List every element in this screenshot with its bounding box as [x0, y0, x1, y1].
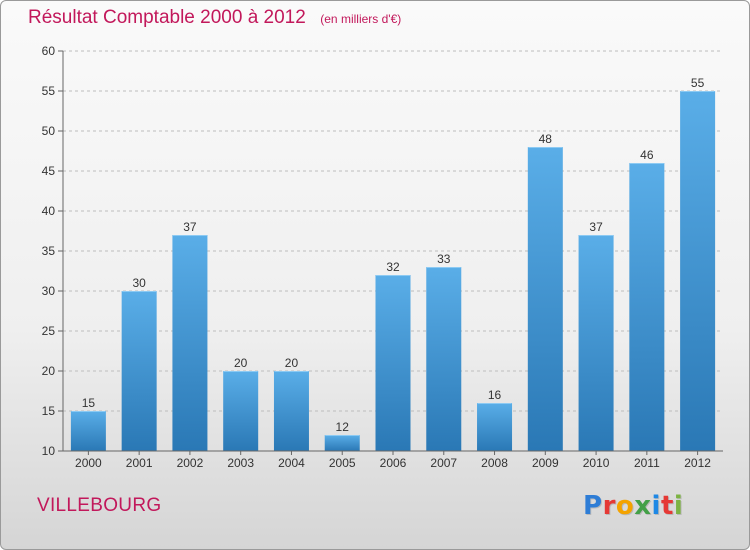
logo-letter: o: [615, 491, 635, 521]
y-tick-label: 50: [42, 124, 56, 138]
x-tick-label: 2009: [532, 456, 559, 470]
x-tick-label: 2003: [227, 456, 254, 470]
title-row: Résultat Comptable 2000 à 2012 (en milli…: [28, 7, 401, 29]
x-tick-label: 2005: [329, 456, 356, 470]
x-tick-label: 2004: [278, 456, 305, 470]
bars: 15 30 37 20 20 12 32 33 16 48 37 46 55: [70, 76, 716, 451]
proxiti-logo[interactable]: Proxiti: [583, 491, 683, 521]
y-tick-label: 10: [42, 444, 56, 458]
bar: [223, 371, 259, 451]
bar: [477, 403, 513, 451]
bar-value-label: 16: [488, 388, 502, 402]
bar-value-label: 32: [386, 260, 400, 274]
x-tick-label: 2006: [380, 456, 407, 470]
bar: [629, 163, 665, 451]
x-tick-label: 2012: [684, 456, 711, 470]
logo-letter: r: [602, 491, 616, 521]
x-tick-label: 2000: [75, 456, 102, 470]
y-tick-label: 20: [42, 364, 56, 378]
y-tick-label: 25: [42, 324, 56, 338]
bar-value-label: 15: [82, 396, 96, 410]
bar-value-label: 12: [336, 420, 350, 434]
bar-value-label: 30: [132, 276, 146, 290]
bar-value-label: 37: [183, 220, 197, 234]
bar: [172, 235, 208, 451]
x-tick-label: 2002: [177, 456, 204, 470]
x-tick-label: 2008: [481, 456, 508, 470]
y-tick-label: 45: [42, 164, 56, 178]
bar-value-label: 33: [437, 252, 451, 266]
x-tick-label: 2001: [126, 456, 153, 470]
y-tick-label: 15: [42, 404, 56, 418]
chart-subtitle: (en milliers d'€): [320, 12, 402, 26]
logo-letter: i: [673, 491, 684, 521]
logo-letter: i: [651, 491, 661, 521]
bar: [680, 91, 716, 451]
chart-title: Résultat Comptable 2000 à 2012: [28, 7, 306, 28]
bar-value-label: 55: [691, 76, 705, 90]
bar-value-label: 37: [589, 220, 603, 234]
y-tick-label: 55: [42, 84, 56, 98]
bar: [70, 411, 106, 451]
commune-name: VILLEBOURG: [37, 495, 162, 516]
y-tick-label: 35: [42, 244, 56, 258]
bar: [273, 371, 309, 451]
x-tick-label: 2010: [583, 456, 610, 470]
bar: [375, 275, 411, 451]
logo-letter: t: [660, 491, 674, 521]
bar-value-label: 20: [285, 356, 299, 370]
bar: [527, 147, 563, 451]
bar-value-label: 46: [640, 148, 654, 162]
x-tick-label: 2011: [634, 456, 660, 470]
logo-letter: P: [583, 491, 603, 521]
bar: [121, 291, 157, 451]
y-tick-label: 60: [42, 44, 56, 58]
y-tick-label: 40: [42, 204, 56, 218]
y-tick-label: 30: [42, 284, 56, 298]
logo-letter: x: [634, 491, 652, 521]
bar: [426, 267, 462, 451]
bar: [324, 435, 360, 451]
axes: 10 15 20 25 30 35 40 45 50 55 60 2000 2001 2002 2003 20…: [42, 44, 723, 470]
bar: [578, 235, 614, 451]
x-tick-label: 2007: [430, 456, 457, 470]
bar-value-label: 48: [539, 132, 553, 146]
bar-value-label: 20: [234, 356, 248, 370]
